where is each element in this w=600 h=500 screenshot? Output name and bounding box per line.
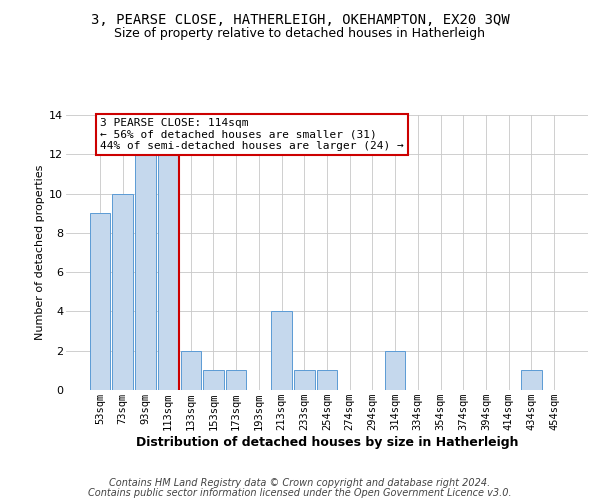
Bar bbox=[226, 370, 247, 390]
Bar bbox=[317, 370, 337, 390]
Text: Contains HM Land Registry data © Crown copyright and database right 2024.: Contains HM Land Registry data © Crown c… bbox=[109, 478, 491, 488]
X-axis label: Distribution of detached houses by size in Hatherleigh: Distribution of detached houses by size … bbox=[136, 436, 518, 449]
Y-axis label: Number of detached properties: Number of detached properties bbox=[35, 165, 45, 340]
Text: 3 PEARSE CLOSE: 114sqm
← 56% of detached houses are smaller (31)
44% of semi-det: 3 PEARSE CLOSE: 114sqm ← 56% of detached… bbox=[100, 118, 404, 151]
Bar bbox=[203, 370, 224, 390]
Bar bbox=[112, 194, 133, 390]
Text: Contains public sector information licensed under the Open Government Licence v3: Contains public sector information licen… bbox=[88, 488, 512, 498]
Bar bbox=[385, 350, 406, 390]
Bar bbox=[135, 154, 155, 390]
Bar bbox=[181, 350, 201, 390]
Bar bbox=[271, 312, 292, 390]
Bar bbox=[521, 370, 542, 390]
Bar bbox=[294, 370, 314, 390]
Text: Size of property relative to detached houses in Hatherleigh: Size of property relative to detached ho… bbox=[115, 28, 485, 40]
Text: 3, PEARSE CLOSE, HATHERLEIGH, OKEHAMPTON, EX20 3QW: 3, PEARSE CLOSE, HATHERLEIGH, OKEHAMPTON… bbox=[91, 12, 509, 26]
Bar bbox=[158, 154, 178, 390]
Bar bbox=[90, 213, 110, 390]
